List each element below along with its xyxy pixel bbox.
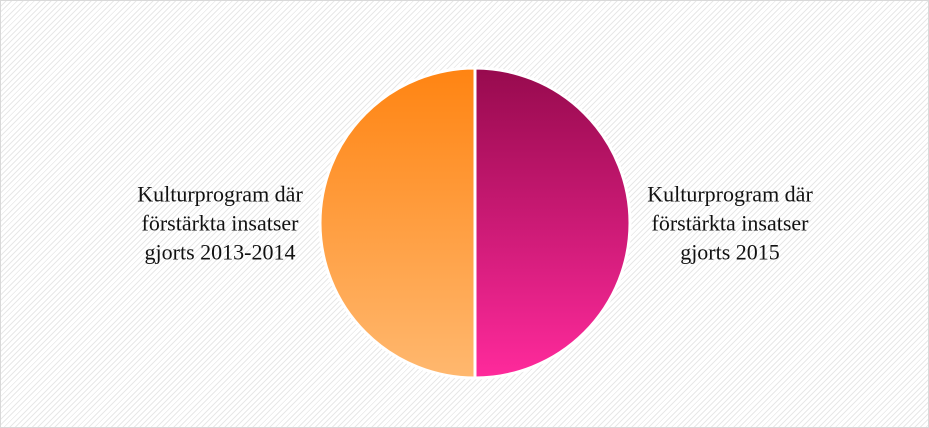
pie-slice — [318, 66, 477, 380]
pie-slice — [473, 66, 632, 380]
slice-label: Kulturprogram där förstärkta insatser gj… — [647, 181, 813, 265]
slice-label: Kulturprogram där förstärkta insatser gj… — [137, 181, 303, 265]
